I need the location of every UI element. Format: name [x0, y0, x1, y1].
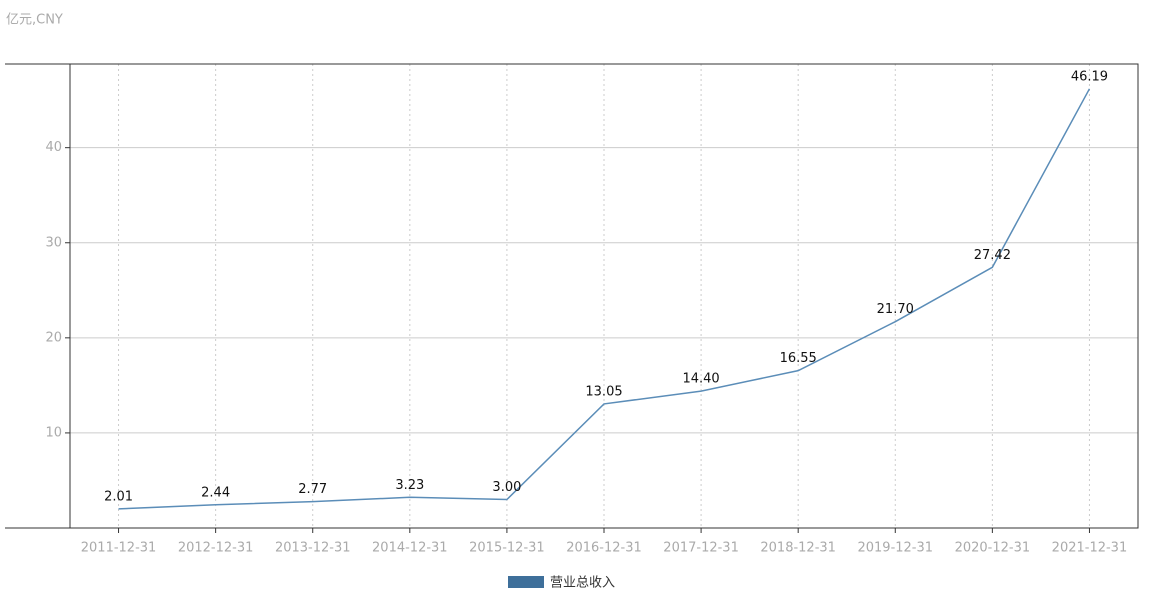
x-tick-label: 2016-12-31 [566, 541, 642, 556]
x-tick-label: 2018-12-31 [760, 541, 836, 556]
x-tick-label: 2015-12-31 [469, 541, 545, 556]
data-label: 2.01 [104, 489, 133, 504]
data-label: 3.23 [395, 478, 424, 493]
data-label: 2.44 [201, 485, 230, 500]
y-axis-label: 亿元,CNY [6, 13, 63, 28]
legend-label: 营业总收入 [550, 576, 615, 591]
y-tick-label: 30 [45, 235, 62, 250]
x-tick-label: 2014-12-31 [372, 541, 448, 556]
x-tick-label: 2019-12-31 [857, 541, 933, 556]
data-label: 3.00 [492, 480, 521, 495]
legend-swatch [508, 576, 544, 588]
y-tick-label: 10 [45, 425, 62, 440]
data-label: 46.19 [1071, 69, 1108, 84]
data-line [118, 88, 1091, 510]
y-tick-label: 40 [45, 140, 62, 155]
x-tick-label: 2021-12-31 [1052, 541, 1128, 556]
data-label: 21.70 [877, 302, 914, 317]
x-tick-label: 2013-12-31 [275, 541, 351, 556]
x-tick-label: 2012-12-31 [178, 541, 254, 556]
data-label: 13.05 [585, 384, 622, 399]
x-tick-label: 2017-12-31 [663, 541, 739, 556]
x-tick-label: 2011-12-31 [81, 541, 157, 556]
data-label: 27.42 [974, 248, 1011, 263]
data-label: 2.77 [298, 482, 327, 497]
data-label: 14.40 [682, 372, 719, 387]
x-tick-label: 2020-12-31 [955, 541, 1031, 556]
y-tick-label: 20 [45, 330, 62, 345]
data-label: 16.55 [780, 351, 817, 366]
plot-frame [5, 63, 1139, 529]
